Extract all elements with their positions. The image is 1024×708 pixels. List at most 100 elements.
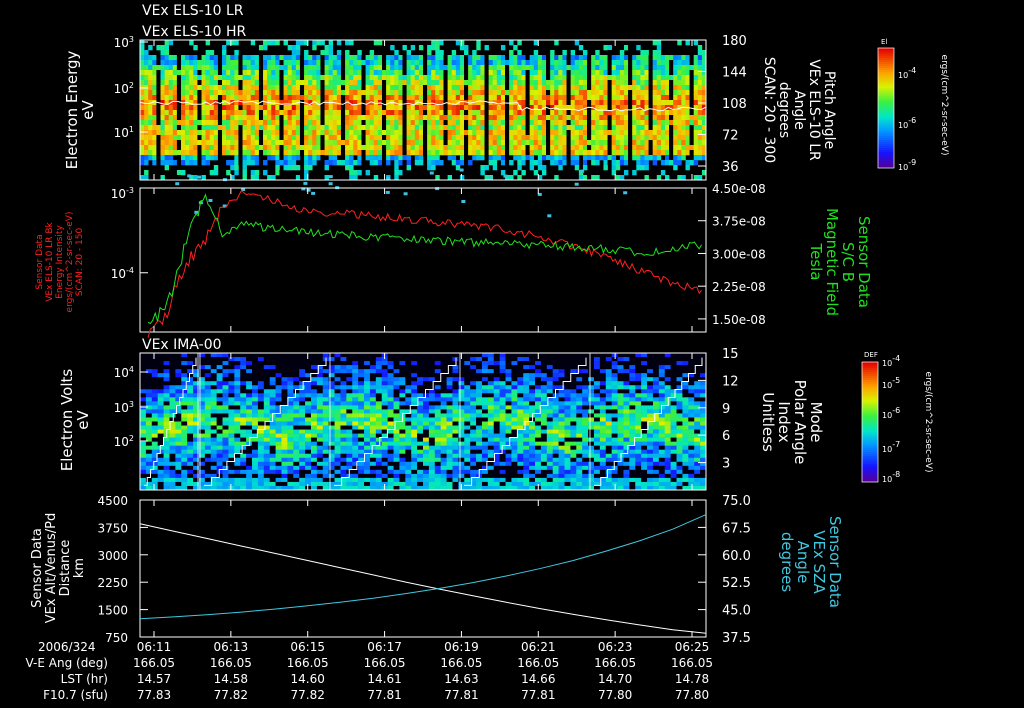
- sza-right-tick-label: 45.0: [722, 604, 751, 619]
- els-sparse-dot: [222, 204, 227, 208]
- els-sparse-dot: [574, 182, 579, 186]
- ephemeris-value: 166.05: [287, 656, 329, 670]
- ima-colorbar-tick: 10-4: [882, 354, 900, 368]
- els-sparse-dot: [503, 174, 508, 178]
- els-sparse-dot: [303, 181, 308, 185]
- els-sparse-dot: [488, 176, 493, 180]
- els-sparse-dot: [328, 182, 333, 186]
- sza-right-tick-label: 60.0: [722, 549, 751, 564]
- bfield-right-tick-label: 3.75e-08: [712, 215, 766, 229]
- energy-intensity-line: [147, 189, 702, 338]
- ephemeris-value: 14.63: [444, 672, 478, 686]
- els-colorbar: [877, 47, 895, 169]
- ima-colorbar-title: DEF: [864, 351, 878, 359]
- els-right-tick-label: 180: [722, 34, 747, 49]
- sza-right-tick-label: 75.0: [722, 494, 751, 509]
- ima-heatmap-cells: [140, 353, 707, 491]
- ephemeris-value: 166.05: [517, 656, 559, 670]
- ephemeris-value: 166.05: [594, 656, 636, 670]
- ima-colorbar-tick: 10-5: [882, 376, 900, 390]
- ima-polar-angle-line: [144, 357, 197, 486]
- els-sparse-dot: [328, 175, 333, 179]
- ephemeris-row-label: F10.7 (sfu): [43, 688, 108, 702]
- els-colorbar-tick: 10-4: [898, 66, 916, 80]
- els-sparse-dot: [197, 175, 202, 179]
- bfield-right-axis-label: Sensor DataS/C BMagnetic FieldTesla: [807, 208, 873, 316]
- els-panel-frame: [139, 39, 707, 181]
- time-tick-label: 06:17: [367, 640, 402, 654]
- alt-y-tick-label: 750: [105, 631, 128, 645]
- els-sparse-dot: [429, 171, 434, 175]
- els-sparse-dot: [306, 188, 311, 192]
- ima-polar-angle-line: [334, 357, 457, 486]
- els-sparse-dot: [547, 214, 552, 218]
- ephemeris-value: 14.70: [598, 672, 632, 686]
- ima-y-tick-label: 104: [114, 365, 134, 380]
- els-sparse-dot: [403, 192, 408, 196]
- ephemeris-value: 77.81: [521, 688, 555, 702]
- ima-polar-angle-line: [594, 357, 703, 486]
- ima-polar-angle-line: [204, 357, 327, 486]
- ima-right-tick-label: 12: [722, 374, 739, 389]
- els-right-tick-label: 144: [722, 66, 747, 81]
- ephemeris-value: 77.81: [444, 688, 478, 702]
- ephemeris-value: 166.05: [364, 656, 406, 670]
- ima-y-axis-label: Electron VoltseV: [58, 369, 92, 472]
- els-sparse-dot: [175, 182, 180, 186]
- time-tick-label: 06:15: [290, 640, 325, 654]
- els-y-tick-label: 102: [114, 81, 134, 96]
- els-sparse-dot: [301, 187, 306, 191]
- ephemeris-value: 166.05: [133, 656, 175, 670]
- els-sparse-dot: [208, 198, 213, 202]
- els-pitch-angle-line: [139, 100, 707, 112]
- time-tick-label: 06:11: [137, 640, 172, 654]
- ima-y-tick-label: 102: [114, 434, 134, 449]
- els-colorbar-tick: 10-6: [898, 116, 916, 130]
- ima-colorbar-tick: 10-8: [882, 470, 900, 484]
- ephemeris-value: 14.78: [675, 672, 709, 686]
- ephemeris-value: 77.83: [137, 688, 171, 702]
- ephemeris-row-label: LST (hr): [61, 672, 108, 686]
- ima-right-tick-label: 6: [722, 429, 730, 444]
- intensity-y-axis-label: Sensor DataVEx ELS-10 LR BkEnergy Intens…: [35, 212, 85, 313]
- els-sparse-dot: [435, 187, 440, 191]
- ima-right-tick-label: 9: [722, 402, 730, 417]
- els-colorbar-label: ergs/(cm^2-sr-sec-eV): [939, 55, 949, 156]
- els-colorbar-title: El: [881, 38, 887, 46]
- els-sparse-dot: [386, 176, 391, 180]
- bfield-right-tick-label: 1.50e-08: [712, 313, 766, 327]
- ima-polar-angle-line: [464, 357, 587, 486]
- els-sparse-dot: [241, 188, 246, 192]
- svg-text:Sensor DataVEx ELS-10 LR BkEne: Sensor DataVEx ELS-10 LR BkEnergy Intens…: [35, 212, 85, 313]
- ephemeris-row-label: V-E Ang (deg): [26, 656, 108, 670]
- ephemeris-value: 77.80: [675, 688, 709, 702]
- alt-y-tick-label: 3000: [97, 549, 128, 563]
- els-right-tick-label: 72: [722, 129, 739, 144]
- ima-colorbar-tick: 10-6: [882, 406, 900, 420]
- time-tick-label: 06:21: [521, 640, 556, 654]
- ephemeris-value: 77.82: [214, 688, 248, 702]
- time-tick-label: 06:23: [598, 640, 633, 654]
- ima-colorbar-tick: 10-7: [882, 440, 900, 454]
- els-sparse-dot: [580, 169, 585, 173]
- ephemeris-value: 14.61: [367, 672, 401, 686]
- alt-panel-frame: [139, 499, 707, 638]
- els-sparse-dot: [459, 168, 464, 172]
- els-right-tick-label: 108: [722, 97, 747, 112]
- alt-y-axis-label: Sensor DataVEx Alt/Venus/PdDistancekm: [30, 513, 87, 624]
- ephemeris-value: 14.66: [521, 672, 555, 686]
- ima-panel-frame: [139, 352, 707, 491]
- ephemeris-value: 166.05: [440, 656, 482, 670]
- ima-y-tick-label: 103: [114, 400, 134, 415]
- time-tick-label: 06:25: [675, 640, 710, 654]
- ephemeris-value: 14.60: [291, 672, 325, 686]
- date-label: 2006/324: [38, 640, 96, 654]
- els-y-tick-label: 103: [114, 35, 134, 50]
- alt-y-tick-label: 3750: [97, 521, 128, 535]
- alt-y-tick-label: 1500: [97, 604, 128, 618]
- plot-title-1: VEx ELS-10 LR: [142, 3, 244, 19]
- svg-text:ergs/(cm^2-sr-sec-eV): ergs/(cm^2-sr-sec-eV): [939, 55, 949, 156]
- intensity-y-tick-label: 10-3: [111, 186, 134, 201]
- alt-y-tick-label: 4500: [97, 494, 128, 508]
